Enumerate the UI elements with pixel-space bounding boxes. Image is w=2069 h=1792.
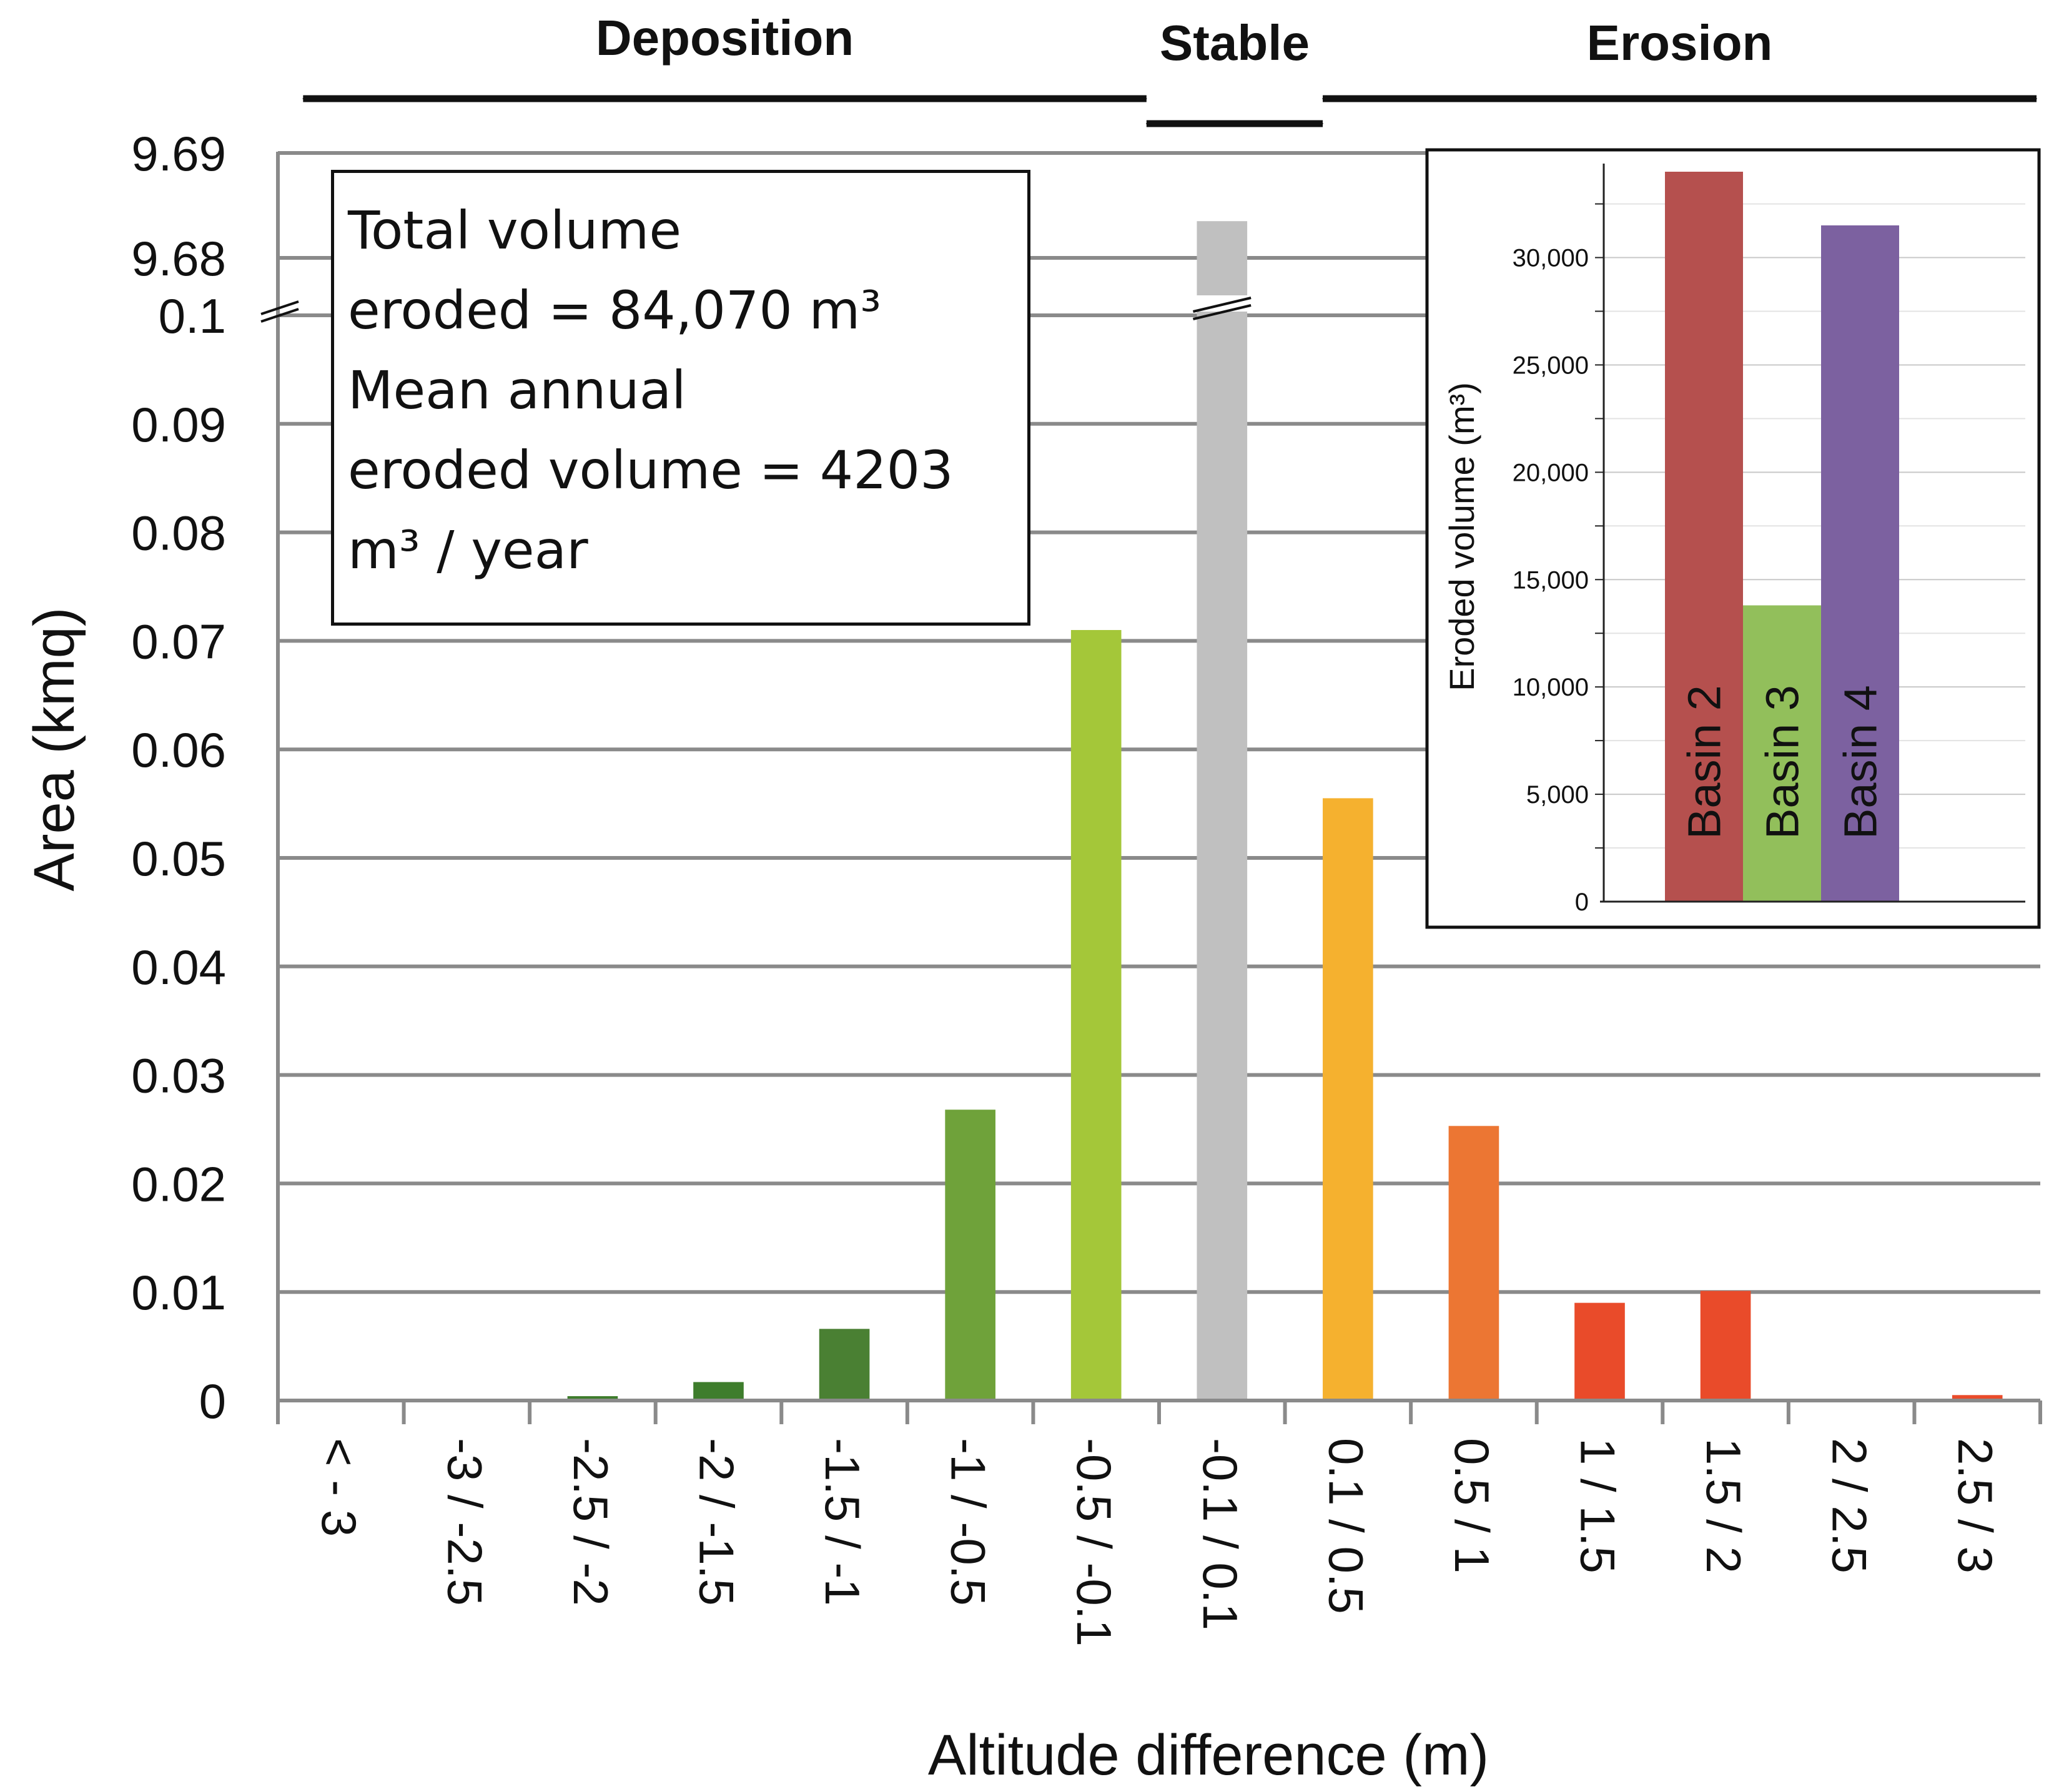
inset-bar-label: Basin 3 xyxy=(1757,685,1809,839)
summary-line-4: eroded volume = 4203 xyxy=(348,440,954,501)
x-tick-label: -2 / -1.5 xyxy=(689,1438,744,1606)
summary-line-1: Total volume xyxy=(348,200,682,261)
inset-chart: 0 5,000 10,000 15,000 20,000 25,000 30,000 Basi… xyxy=(1425,148,2041,929)
y-tick-label: 9.68 xyxy=(131,231,226,286)
bar xyxy=(1448,1126,1499,1401)
inset-bar xyxy=(1821,225,1899,902)
bar xyxy=(1323,798,1373,1401)
y-tick-label: 9.69 xyxy=(131,126,226,181)
inset-y-tick-label: 10,000 xyxy=(1513,674,1589,701)
inset-y-tick-label: 25,000 xyxy=(1513,352,1589,379)
y-tick-label: 0.1 xyxy=(159,288,226,343)
summary-line-3: Mean annual xyxy=(348,360,686,421)
x-tick-label: 0.5 / 1 xyxy=(1444,1438,1499,1573)
bar xyxy=(945,1110,995,1401)
x-tick-label: 1.5 / 2 xyxy=(1696,1438,1751,1573)
summary-line-5: m³ / year xyxy=(348,519,588,581)
x-axis-title: Altitude difference (m) xyxy=(928,1723,1489,1787)
bar xyxy=(1700,1291,1751,1401)
bar xyxy=(1574,1302,1625,1401)
bar xyxy=(1952,1395,2003,1401)
y-tick-label: 0.07 xyxy=(131,614,226,669)
y-tick-label: 0.09 xyxy=(131,397,226,452)
bar xyxy=(819,1329,870,1401)
y-tick-labels: 0 0.01 0.02 0.03 0.04 0.05 0.06 0.07 0.08 0.09 0.1… xyxy=(131,126,226,1429)
bar xyxy=(693,1382,744,1401)
inset-y-tick-label: 5,000 xyxy=(1526,781,1589,809)
axis-break-mark xyxy=(260,300,299,315)
x-tick-label: 2 / 2.5 xyxy=(1822,1438,1877,1573)
zone-label: Stable xyxy=(1160,15,1310,71)
y-tick-label: 0.02 xyxy=(131,1156,226,1211)
y-tick-label: 0.04 xyxy=(131,940,226,995)
main-bars xyxy=(567,221,2003,1401)
x-tick-labels: < - 3 -3 / -2.5 -2.5 / -2 -2 / -1.5 -1.5 / -… xyxy=(312,1438,2003,1647)
bar-break-mark xyxy=(1193,304,1252,320)
inset-bar xyxy=(1665,172,1743,902)
inset-bar xyxy=(1743,605,1821,902)
inset-y-tick-label: 0 xyxy=(1575,889,1589,916)
x-tick-label: -3 / -2.5 xyxy=(437,1438,492,1606)
y-tick-label: 0 xyxy=(199,1374,226,1429)
x-tick-label: -0.5 / -0.1 xyxy=(1067,1438,1122,1647)
x-tick-label: -0.1 / 0.1 xyxy=(1193,1438,1248,1630)
y-axis-title: Area (kmq) xyxy=(22,608,86,892)
y-tick-label: 0.01 xyxy=(131,1265,226,1320)
bar xyxy=(567,1396,618,1401)
summary-box: Total volume eroded = 84,070 m³ Mean ann… xyxy=(331,170,1030,626)
x-tick-label: -2.5 / -2 xyxy=(563,1438,618,1606)
inset-y-tick-label: 15,000 xyxy=(1513,566,1589,594)
zone-label: Deposition xyxy=(596,10,854,66)
y-tick-label: 0.08 xyxy=(131,506,226,561)
inset-y-axis-title: Eroded volume (m³) xyxy=(1442,382,1481,691)
bar xyxy=(1070,630,1122,1401)
inset-y-tick-label: 30,000 xyxy=(1513,245,1589,272)
y-tick-label: 0.03 xyxy=(131,1048,226,1103)
main-axes xyxy=(260,152,2042,1424)
axis-break-mark xyxy=(260,308,299,323)
inset-y-tick-label: 20,000 xyxy=(1513,459,1589,486)
x-tick-label: < - 3 xyxy=(312,1438,367,1537)
inset-bar-label: Basin 2 xyxy=(1679,685,1731,839)
y-tick-label: 0.05 xyxy=(131,831,226,886)
x-tick-label: 1 / 1.5 xyxy=(1571,1438,1626,1573)
x-tick-label: 2.5 / 3 xyxy=(1948,1438,2003,1573)
bar-break-mark xyxy=(1193,297,1252,313)
y-tick-label: 0.06 xyxy=(131,722,226,777)
inset-bar-label: Basin 4 xyxy=(1835,685,1887,839)
summary-line-2: eroded = 84,070 m³ xyxy=(348,280,881,341)
zone-arrows: Deposition Stable Erosion xyxy=(303,10,2037,127)
bar xyxy=(1197,221,1248,1401)
zone-label: Erosion xyxy=(1587,15,1773,71)
x-tick-label: -1.5 / -1 xyxy=(815,1438,870,1606)
x-tick-label: 0.1 / 0.5 xyxy=(1318,1438,1373,1614)
x-tick-label: -1 / -0.5 xyxy=(941,1438,996,1606)
